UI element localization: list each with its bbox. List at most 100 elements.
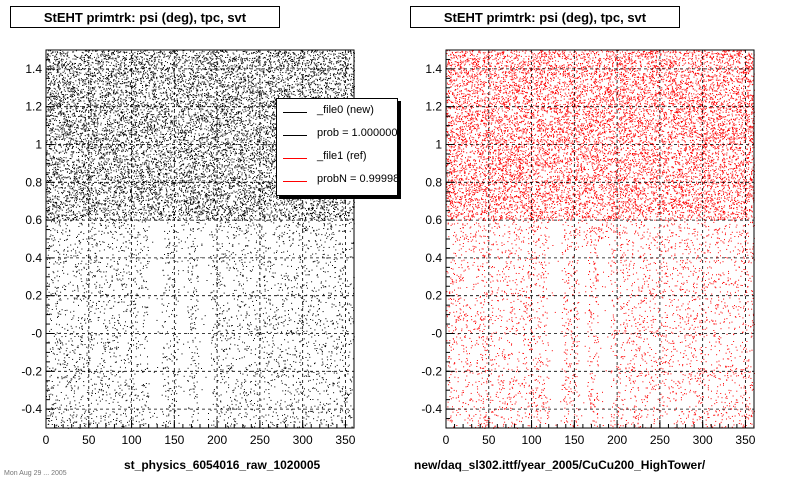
scatter-point (103, 154, 105, 156)
scatter-point (48, 121, 50, 123)
scatter-point (194, 167, 196, 168)
scatter-point (245, 207, 247, 209)
scatter-point (117, 319, 119, 321)
scatter-point (266, 213, 268, 215)
scatter-point (182, 119, 184, 121)
scatter-point (91, 119, 93, 121)
scatter-point (116, 213, 118, 214)
scatter-point (46, 140, 48, 142)
scatter-point (349, 351, 351, 353)
scatter-point (101, 377, 103, 379)
scatter-point (129, 395, 131, 397)
scatter-point (319, 375, 321, 377)
scatter-point (116, 99, 118, 101)
scatter-point (222, 65, 224, 67)
scatter-point (215, 191, 217, 193)
scatter-point (104, 96, 106, 98)
scatter-point (266, 196, 268, 198)
scatter-point (208, 100, 210, 102)
scatter-point (269, 176, 271, 178)
scatter-point (185, 175, 187, 177)
scatter-point (115, 190, 117, 191)
scatter-point (242, 373, 244, 375)
scatter-point (102, 134, 104, 136)
scatter-point (328, 351, 330, 353)
scatter-point (191, 313, 193, 315)
scatter-point (331, 362, 332, 364)
scatter-point (239, 325, 241, 326)
scatter-point (189, 82, 190, 84)
scatter-point (109, 117, 111, 119)
scatter-point (93, 175, 95, 177)
scatter-point (81, 192, 83, 194)
scatter-point (94, 126, 96, 128)
scatter-point (250, 252, 252, 254)
scatter-point (54, 229, 56, 231)
scatter-point (304, 208, 306, 210)
scatter-point (78, 402, 80, 404)
scatter-point (326, 73, 328, 75)
scatter-point (46, 288, 48, 290)
scatter-point (64, 117, 66, 119)
scatter-point (76, 152, 78, 154)
scatter-point (198, 115, 200, 117)
scatter-point (322, 202, 324, 204)
scatter-point (180, 116, 182, 118)
scatter-point (205, 104, 207, 106)
scatter-point (322, 218, 323, 220)
scatter-point (236, 96, 238, 98)
scatter-point (181, 78, 183, 80)
scatter-point (249, 205, 251, 207)
scatter-point (115, 152, 116, 154)
scatter-point (190, 194, 192, 196)
scatter-point (209, 76, 211, 78)
scatter-point (323, 63, 325, 65)
scatter-point (252, 204, 253, 206)
scatter-point (199, 65, 201, 67)
scatter-point (240, 144, 242, 146)
scatter-point (284, 383, 286, 385)
scatter-point (232, 171, 234, 173)
scatter-point (180, 172, 182, 174)
scatter-point (163, 153, 164, 155)
scatter-point (221, 376, 223, 378)
scatter-point (65, 195, 67, 197)
scatter-point (131, 155, 133, 157)
scatter-point (333, 287, 335, 289)
scatter-point (118, 86, 120, 88)
scatter-point (194, 208, 196, 210)
scatter-point (273, 359, 275, 361)
scatter-point (300, 287, 302, 289)
scatter-point (205, 376, 207, 378)
scatter-point (176, 250, 178, 252)
scatter-point (98, 71, 100, 73)
scatter-point (175, 379, 177, 381)
scatter-point (115, 74, 117, 76)
scatter-point (65, 394, 67, 396)
scatter-point (174, 196, 176, 198)
scatter-point (109, 200, 111, 202)
scatter-point (285, 72, 287, 74)
scatter-point (219, 226, 221, 228)
scatter-point (81, 170, 82, 172)
scatter-point (306, 75, 308, 76)
scatter-point (252, 157, 254, 159)
scatter-point (56, 201, 57, 203)
scatter-point (338, 78, 340, 79)
scatter-point (313, 62, 315, 64)
scatter-point (60, 72, 62, 74)
scatter-point (197, 158, 199, 160)
scatter-point (197, 367, 199, 369)
scatter-point (268, 161, 270, 163)
scatter-point (271, 374, 273, 376)
scatter-point (109, 341, 111, 343)
scatter-point (141, 414, 143, 416)
scatter-point (169, 76, 171, 78)
scatter-point (201, 50, 203, 52)
scatter-point (219, 95, 220, 96)
scatter-point (228, 99, 230, 100)
scatter-point (240, 122, 242, 124)
scatter-point (218, 191, 220, 192)
scatter-point (187, 166, 189, 167)
scatter-point (91, 183, 93, 185)
